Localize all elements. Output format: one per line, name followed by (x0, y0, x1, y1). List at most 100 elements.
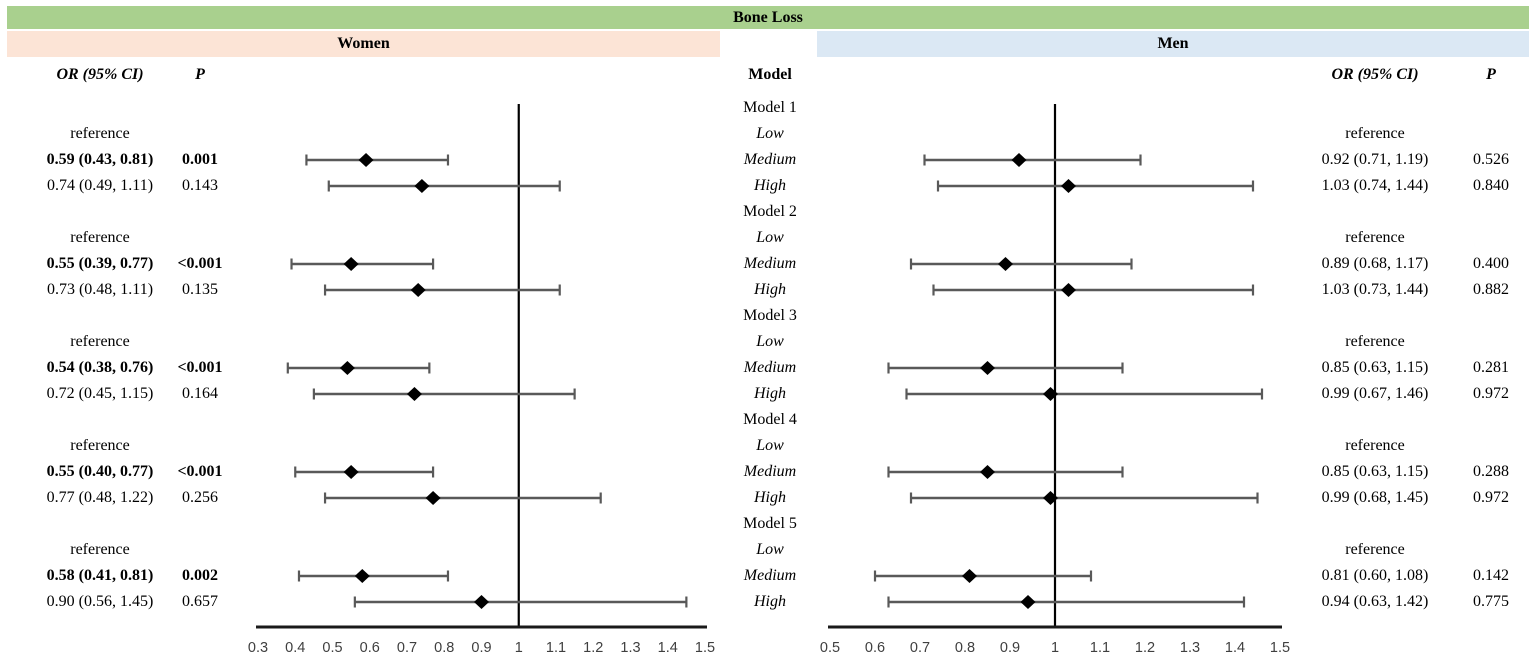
women-p-value: <0.001 (177, 463, 223, 480)
women-or-text: 0.54 (0.38, 0.76) (46, 359, 154, 376)
men-or-text: 1.03 (0.73, 1.44) (1321, 281, 1429, 298)
exposure-level-label: High (754, 177, 786, 194)
men-p-value: 0.288 (1473, 463, 1509, 480)
women-axis-tick-label: 1.5 (695, 640, 715, 656)
women-p-value: 0.002 (182, 567, 218, 584)
women-or-text: 0.74 (0.49, 1.11) (46, 177, 154, 194)
men-p-value: 0.882 (1473, 281, 1509, 298)
exposure-level-label: High (754, 489, 786, 506)
model-name-label: Model 2 (743, 203, 797, 220)
women-or-text: reference (70, 229, 130, 246)
men-or-text: 0.92 (0.71, 1.19) (1321, 151, 1429, 168)
model-name-label: Model 1 (743, 99, 797, 116)
exposure-level-label: Low (756, 125, 784, 142)
men-p-value: 0.775 (1473, 593, 1509, 610)
men-axis-tick-label: 1.1 (1090, 640, 1110, 656)
women-or-column-header: OR (95% CI) (56, 66, 144, 83)
women-axis-tick-label: 0.6 (360, 640, 380, 656)
exposure-level-label: Low (756, 333, 784, 350)
men-or-text: 1.03 (0.74, 1.44) (1321, 177, 1429, 194)
men-or-diamond-marker (998, 257, 1013, 271)
men-p-value: 0.526 (1473, 151, 1509, 168)
women-or-text: 0.55 (0.40, 0.77) (46, 463, 154, 480)
men-or-text: 0.89 (0.68, 1.17) (1321, 255, 1429, 272)
men-or-text: reference (1345, 229, 1405, 246)
women-or-text: 0.77 (0.48, 1.22) (46, 489, 154, 506)
model-column-header: Model (748, 66, 792, 83)
women-or-text: reference (70, 125, 130, 142)
women-p-value: <0.001 (177, 255, 223, 272)
men-or-text: reference (1345, 125, 1405, 142)
men-or-diamond-marker (1043, 387, 1058, 401)
women-or-text: 0.72 (0.45, 1.15) (46, 385, 154, 402)
men-or-diamond-marker (980, 361, 995, 375)
women-axis-tick-label: 1.2 (583, 640, 603, 656)
exposure-level-label: Medium (743, 567, 797, 584)
men-axis-tick-label: 1.4 (1225, 640, 1245, 656)
women-axis-tick-label: 0.7 (397, 640, 417, 656)
women-p-value: 0.164 (182, 385, 218, 402)
men-or-text: 0.81 (0.60, 1.08) (1321, 567, 1429, 584)
exposure-level-label: High (754, 593, 786, 610)
men-p-value: 0.400 (1473, 255, 1509, 272)
women-or-diamond-marker (358, 153, 374, 167)
women-axis-tick-label: 1.3 (620, 640, 640, 656)
women-axis-tick-label: 0.3 (248, 640, 268, 656)
women-p-value: 0.001 (182, 151, 218, 168)
men-or-diamond-marker (1020, 595, 1036, 609)
women-p-value: 0.143 (182, 177, 218, 194)
men-p-value: 0.281 (1473, 359, 1509, 376)
men-axis-tick-label: 0.6 (865, 640, 885, 656)
women-p-value: 0.657 (182, 593, 218, 610)
women-p-value: 0.135 (182, 281, 218, 298)
men-p-value: 0.142 (1473, 567, 1509, 584)
women-axis-tick-label: 0.8 (434, 640, 454, 656)
men-axis-tick-label: 1.3 (1180, 640, 1200, 656)
exposure-level-label: Medium (743, 359, 797, 376)
exposure-level-label: High (754, 281, 786, 298)
men-or-text: 0.94 (0.63, 1.42) (1321, 593, 1429, 610)
men-axis-tick-label: 0.8 (955, 640, 975, 656)
women-group-label: Women (337, 35, 390, 52)
women-or-diamond-marker (414, 179, 430, 193)
women-axis-tick-label: 0.9 (471, 640, 491, 656)
men-axis-tick-label: 0.9 (1000, 640, 1020, 656)
women-or-text: 0.58 (0.41, 0.81) (46, 567, 154, 584)
women-axis-tick-label: 0.4 (285, 640, 305, 656)
men-or-text: 0.99 (0.67, 1.46) (1321, 385, 1429, 402)
exposure-level-label: Low (756, 541, 784, 558)
men-or-text: reference (1345, 437, 1405, 454)
exposure-level-label: Medium (743, 463, 797, 480)
model-name-label: Model 4 (743, 411, 797, 428)
women-or-diamond-marker (425, 491, 441, 505)
women-or-text: reference (70, 437, 130, 454)
women-axis-tick-label: 1 (515, 640, 523, 656)
women-or-diamond-marker (339, 361, 355, 375)
women-or-text: reference (70, 541, 130, 558)
men-group-label: Men (1157, 35, 1189, 52)
women-group-banner: Women (7, 31, 720, 57)
men-or-diamond-marker (980, 465, 995, 479)
men-or-diamond-marker (962, 569, 977, 583)
men-p-column-header: P (1486, 66, 1496, 83)
women-axis-tick-label: 0.5 (322, 640, 342, 656)
men-group-banner: Men (817, 31, 1529, 57)
men-or-diamond-marker (1061, 179, 1076, 193)
women-or-diamond-marker (354, 569, 370, 583)
men-axis-tick-label: 0.7 (910, 640, 930, 656)
exposure-level-label: Low (756, 229, 784, 246)
men-axis-tick-label: 1.2 (1135, 640, 1155, 656)
men-p-value: 0.840 (1473, 177, 1509, 194)
women-axis-tick-label: 1.1 (546, 640, 566, 656)
women-or-text: 0.55 (0.39, 0.77) (46, 255, 154, 272)
women-or-text: 0.59 (0.43, 0.81) (46, 151, 154, 168)
men-p-value: 0.972 (1473, 489, 1509, 506)
men-or-text: reference (1345, 333, 1405, 350)
women-or-text: 0.90 (0.56, 1.45) (46, 593, 154, 610)
men-or-column-header: OR (95% CI) (1331, 66, 1419, 83)
men-axis-tick-label: 0.5 (820, 640, 840, 656)
exposure-level-label: Medium (743, 151, 797, 168)
model-name-label: Model 3 (743, 307, 797, 324)
women-or-diamond-marker (410, 283, 426, 297)
